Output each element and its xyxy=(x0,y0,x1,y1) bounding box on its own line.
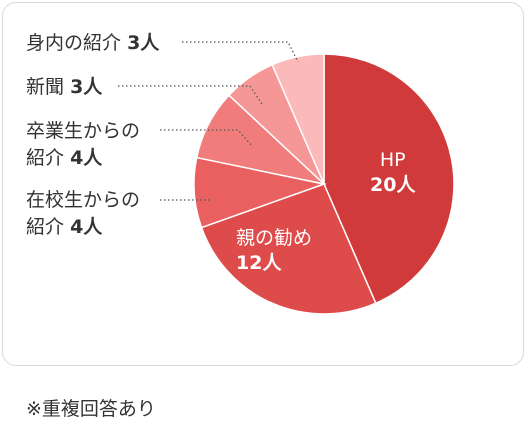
label-graduate: 卒業生からの 紹介 4人 xyxy=(26,118,140,172)
label-hp-value: 20 xyxy=(370,174,397,196)
label-parents-value: 12 xyxy=(236,252,263,274)
label-relative-unit: 人 xyxy=(140,32,160,54)
label-student-line1: 在校生からの xyxy=(26,189,141,211)
label-hp: HP 20人 xyxy=(370,148,415,198)
label-student-line2: 紹介 xyxy=(26,216,65,238)
label-newspaper-value: 3 xyxy=(70,76,84,98)
leader-graduate xyxy=(160,129,253,147)
label-newspaper: 新聞 3人 xyxy=(26,74,102,101)
leader-newspaper xyxy=(118,85,263,105)
label-graduate-line1: 卒業生からの xyxy=(26,120,141,142)
label-graduate-value: 4 xyxy=(70,147,84,169)
label-student-unit: 人 xyxy=(83,216,103,238)
label-newspaper-unit: 人 xyxy=(83,76,103,98)
label-hp-unit: 人 xyxy=(396,174,416,196)
label-newspaper-name: 新聞 xyxy=(26,76,65,98)
label-student: 在校生からの 紹介 4人 xyxy=(26,187,140,241)
leader-relative xyxy=(182,41,299,63)
label-graduate-unit: 人 xyxy=(83,147,103,169)
footnote: ※重複回答あり xyxy=(26,398,156,420)
label-student-value: 4 xyxy=(70,216,84,238)
label-graduate-line2: 紹介 xyxy=(26,147,65,169)
label-relative-name: 身内の紹介 xyxy=(26,32,122,54)
slice-parents xyxy=(200,183,377,315)
label-parents-unit: 人 xyxy=(262,252,282,274)
label-parents: 親の勧め 12人 xyxy=(236,226,312,276)
label-relative-value: 3 xyxy=(127,32,141,54)
slice-hp xyxy=(323,53,455,305)
label-relative: 身内の紹介 3人 xyxy=(26,30,159,57)
label-parents-name: 親の勧め xyxy=(236,227,313,249)
label-hp-name: HP xyxy=(379,149,406,171)
slice-relative xyxy=(271,53,325,185)
